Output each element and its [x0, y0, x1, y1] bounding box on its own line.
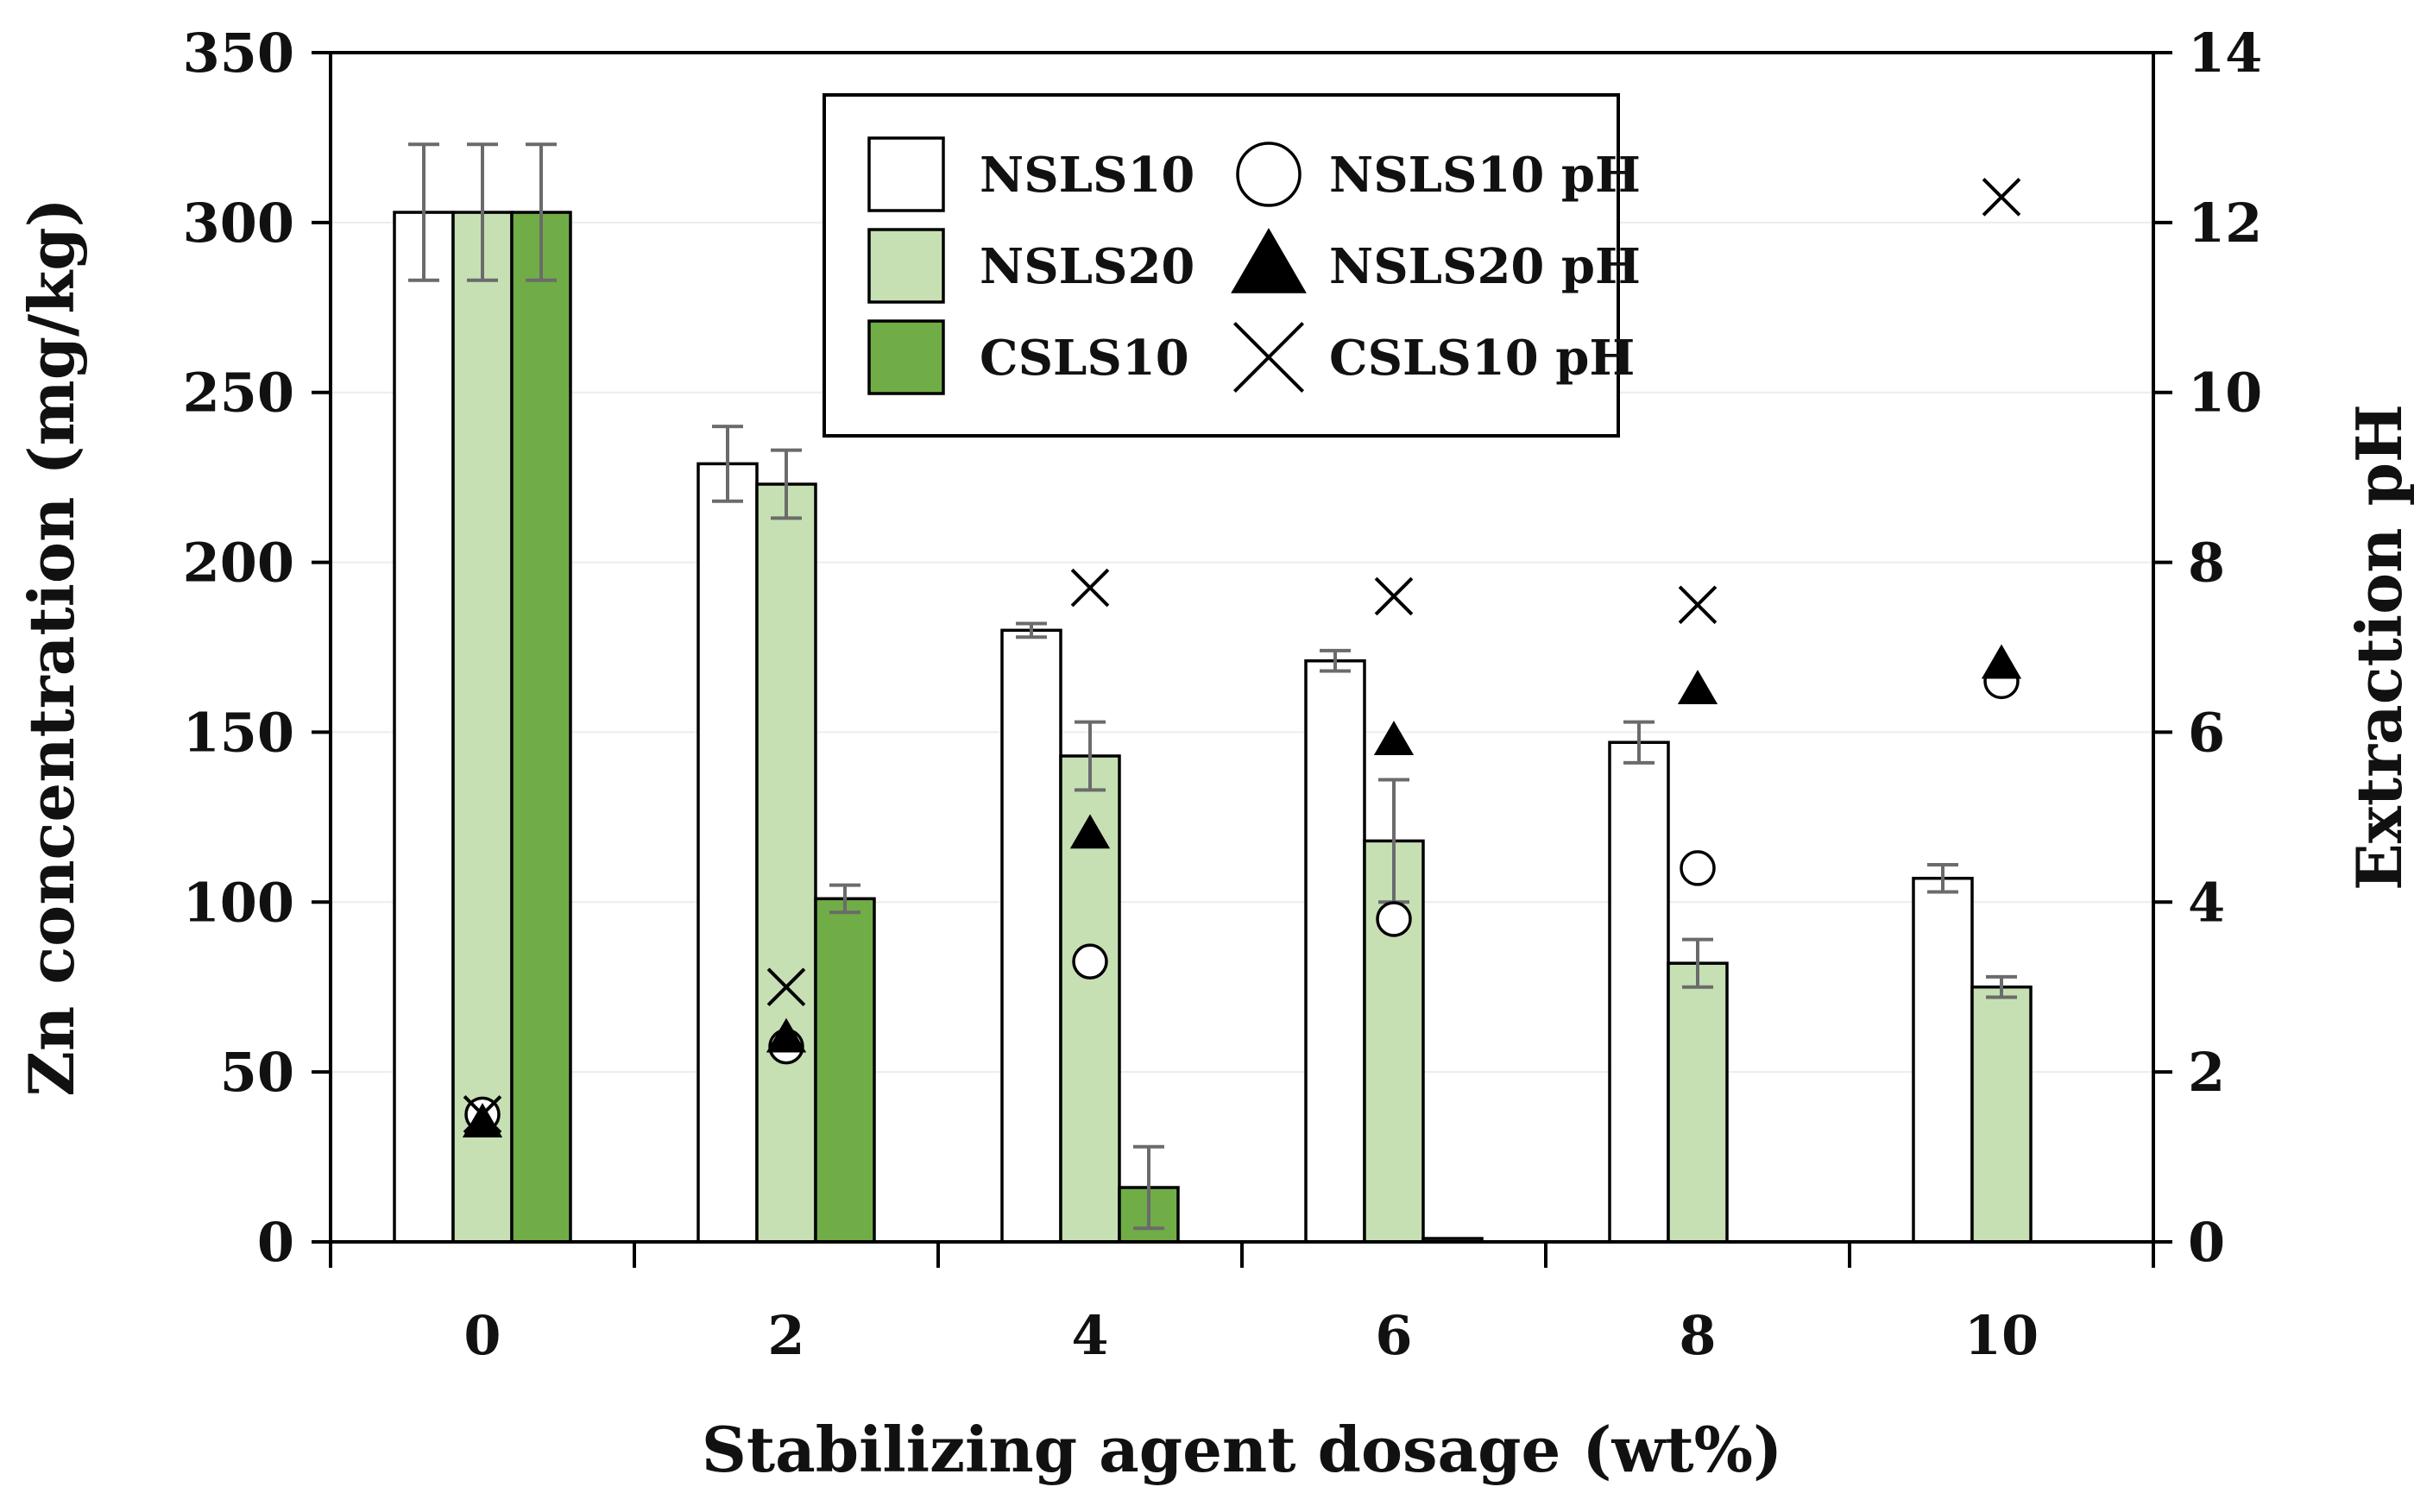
legend-label: CSLS10 pH	[1329, 330, 1635, 387]
bar	[1000, 628, 1062, 1244]
ph-marker-cross	[1982, 178, 2021, 217]
y2-tick-label: 6	[2188, 701, 2225, 764]
bars	[393, 211, 2033, 1244]
ph-marker-cross	[766, 967, 806, 1007]
y-tick-label: 100	[183, 871, 294, 934]
x-tick-label: 10	[1964, 1304, 2039, 1367]
ph-marker-triangle	[1069, 814, 1111, 849]
legend-swatch	[867, 319, 945, 395]
bar	[1608, 740, 1670, 1244]
ph-marker-triangle	[1231, 228, 1307, 293]
legend-label: CSLS10	[980, 330, 1189, 387]
bar	[1667, 961, 1729, 1244]
ph-marker-cross	[1232, 321, 1305, 394]
legend-label: NSLS20	[980, 238, 1194, 295]
y-axis-title: Zn concentration (mg/kg)	[15, 198, 88, 1096]
y2-tick-label: 12	[2188, 192, 2262, 255]
bar	[1304, 658, 1366, 1244]
x-tick-label: 0	[463, 1304, 501, 1367]
y2-tick-label: 0	[2188, 1211, 2225, 1274]
x-tick-label: 8	[1679, 1304, 1716, 1367]
ph-marker-cross	[1374, 576, 1414, 616]
legend-swatch	[867, 136, 945, 212]
axis-ticks	[312, 51, 2172, 1268]
y2-tick-label: 4	[2188, 871, 2225, 934]
y-tick-label: 350	[183, 22, 294, 85]
y2-tick-label: 14	[2188, 22, 2262, 85]
y2-tick-label: 2	[2188, 1041, 2225, 1104]
ph-marker-triangle	[1981, 644, 2022, 679]
bar	[510, 211, 572, 1244]
y-tick-label: 250	[183, 362, 294, 425]
legend-swatch	[867, 228, 945, 304]
y-tick-label: 150	[183, 701, 294, 764]
error-bars	[408, 142, 2017, 1231]
bar	[696, 462, 759, 1244]
ph-marker-cross	[1678, 585, 1718, 625]
bar	[814, 897, 876, 1244]
y-tick-label: 50	[220, 1041, 294, 1104]
legend-label: NSLS10	[980, 147, 1194, 204]
legend-box	[823, 93, 1620, 438]
x-axis-title: Stabilizing agent dosage (wt%)	[702, 1413, 1782, 1486]
ph-marker-triangle	[1373, 721, 1415, 756]
y2-axis-title: Extraction pH	[2342, 404, 2416, 891]
ph-marker-cross	[1070, 568, 1110, 608]
ph-marker-triangle	[1677, 670, 1718, 704]
y2-tick-label: 8	[2188, 532, 2225, 595]
ph-marker-cross	[463, 1095, 502, 1134]
bar	[1970, 985, 2033, 1244]
x-tick-label: 6	[1375, 1304, 1412, 1367]
y2-tick-label: 10	[2188, 362, 2262, 425]
ph-marker-triangle	[766, 1017, 807, 1053]
ph-marker-circle	[1072, 943, 1108, 980]
bar	[451, 211, 514, 1244]
ph-marker-circle	[1236, 142, 1302, 207]
y-tick-label: 300	[183, 192, 294, 255]
bar	[393, 211, 455, 1244]
legend: NSLS10 NSLS20 CSLS10 NSLS10 pH NSLS20 pH CSLS…	[823, 93, 1641, 438]
legend-label: NSLS10 pH	[1329, 147, 1641, 204]
ph-markers	[462, 178, 2022, 1137]
x-tick-label: 2	[767, 1304, 804, 1367]
y-tick-label: 200	[183, 532, 294, 595]
ph-marker-circle	[1376, 901, 1412, 937]
ph-marker-triangle	[462, 1103, 503, 1137]
ph-marker-circle	[1680, 850, 1716, 886]
bar	[1912, 876, 1974, 1244]
bar	[755, 482, 817, 1244]
tick-labels: 0 50 100 150 200 250 300 350 0 2 4 6 8 10 12 14 0 2 4 6 8 10	[183, 22, 2263, 1367]
x-tick-label: 4	[1071, 1304, 1108, 1367]
y-tick-label: 0	[257, 1211, 294, 1274]
legend-label: NSLS20 pH	[1329, 238, 1641, 295]
